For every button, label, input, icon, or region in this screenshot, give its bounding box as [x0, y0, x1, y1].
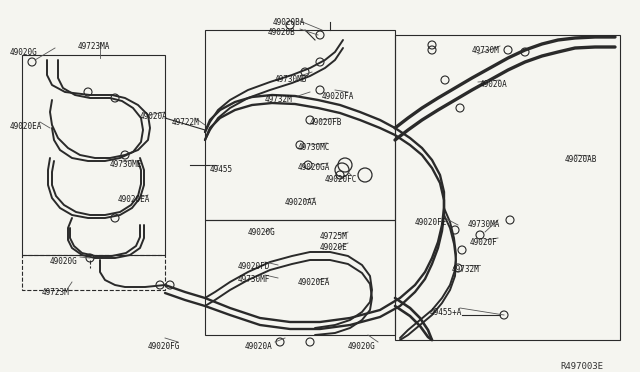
Text: 49020A: 49020A	[480, 80, 508, 89]
Text: 49020FC: 49020FC	[325, 175, 357, 184]
Text: 49020B: 49020B	[268, 28, 296, 37]
Text: 49020EA: 49020EA	[118, 195, 150, 204]
Text: 49723MA: 49723MA	[78, 42, 110, 51]
Text: 49730ME: 49730ME	[110, 160, 142, 169]
Bar	[205, 30, 395, 220]
Text: 49020FA: 49020FA	[322, 92, 355, 101]
Text: 49020FD: 49020FD	[238, 262, 270, 271]
Text: 49020FB: 49020FB	[310, 118, 342, 127]
Bar	[395, 35, 620, 340]
Text: 49730MF: 49730MF	[238, 275, 270, 284]
Text: 49020G: 49020G	[348, 342, 376, 351]
Text: 49020F: 49020F	[470, 238, 498, 247]
Text: 49020G: 49020G	[248, 228, 276, 237]
Text: 49455: 49455	[210, 165, 233, 174]
Text: 49020AB: 49020AB	[565, 155, 597, 164]
Text: 49020EA: 49020EA	[10, 122, 42, 131]
Text: 49730MA: 49730MA	[468, 220, 500, 229]
Text: 49730MB: 49730MB	[275, 75, 307, 84]
Text: 49020FG: 49020FG	[148, 342, 180, 351]
Text: 49020EA: 49020EA	[298, 278, 330, 287]
Text: 49020GA: 49020GA	[298, 163, 330, 172]
Text: 49020AA: 49020AA	[285, 198, 317, 207]
Bar	[22, 55, 165, 255]
Text: 49020BA: 49020BA	[273, 18, 305, 27]
Text: 49730MC: 49730MC	[298, 143, 330, 152]
Text: 49732M: 49732M	[452, 265, 480, 274]
Text: 49020G: 49020G	[50, 257, 77, 266]
Bar	[205, 220, 395, 335]
Text: R497003E: R497003E	[560, 362, 603, 371]
Text: 49020A: 49020A	[140, 112, 168, 121]
Text: 49725M: 49725M	[320, 232, 348, 241]
Text: 49732M: 49732M	[265, 95, 292, 104]
Text: 49020FE: 49020FE	[415, 218, 447, 227]
Text: 49020E: 49020E	[320, 243, 348, 252]
Text: 49730M: 49730M	[472, 46, 500, 55]
Text: 49020A: 49020A	[245, 342, 273, 351]
Text: 49723M: 49723M	[42, 288, 70, 297]
Text: 49020G: 49020G	[10, 48, 38, 57]
Text: 49722M: 49722M	[172, 118, 200, 127]
Text: 49455+A: 49455+A	[430, 308, 462, 317]
Bar	[22, 255, 165, 290]
